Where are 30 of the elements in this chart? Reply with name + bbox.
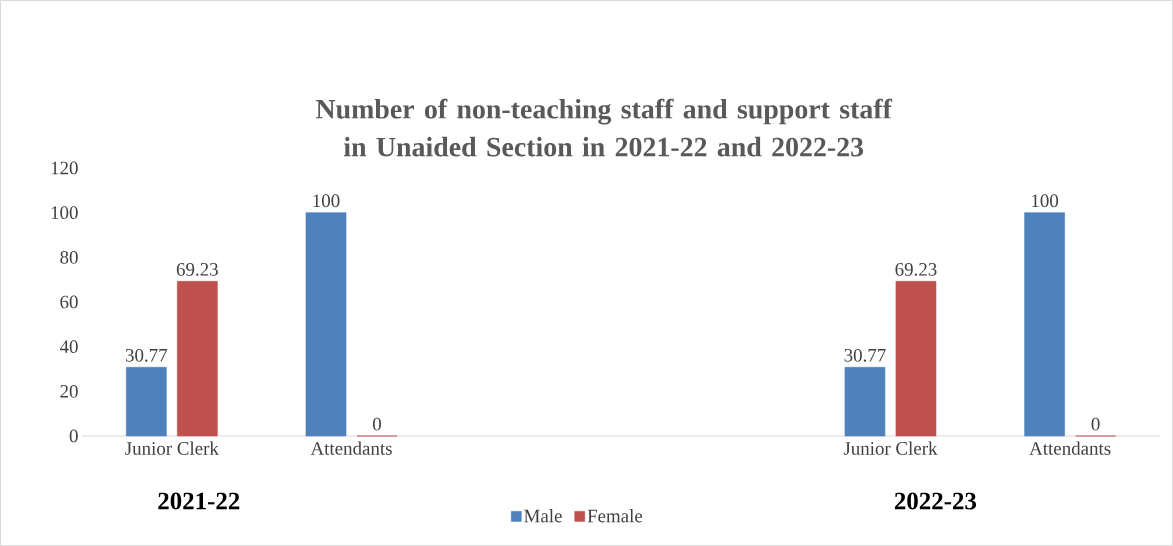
y-tick-label: 20 <box>60 384 78 398</box>
x-tick-label: Attendants <box>1029 441 1111 455</box>
data-label: 0 <box>1091 417 1100 431</box>
data-label: 30.77 <box>125 348 168 362</box>
y-tick-label: 80 <box>60 250 78 264</box>
chart-title: Number of non-teaching staff and support staff in Unaided Section in 2021-22 and 2022-23 <box>315 98 893 157</box>
data-label: 100 <box>1032 194 1059 208</box>
data-label: 30.77 <box>844 348 886 362</box>
y-tick-label: 40 <box>59 340 78 354</box>
x-tick-label: Junior Clerk <box>125 441 219 455</box>
data-label: 69.23 <box>176 263 218 276</box>
bar <box>126 366 167 437</box>
x-tick-label: Attendants <box>310 441 392 455</box>
bar <box>844 366 886 437</box>
bar <box>177 281 218 437</box>
bar <box>305 212 347 437</box>
bar <box>895 281 937 437</box>
bar <box>1024 212 1065 437</box>
text: 2022-23 <box>894 492 977 510</box>
y-tick-label: 0 <box>69 429 78 443</box>
data-label: 100 <box>313 194 340 208</box>
data-label: 0 <box>372 417 381 431</box>
text: 2021-22 <box>158 492 240 510</box>
legend-label: Female <box>587 509 643 523</box>
x-tick-label: Junior Clerk <box>843 441 938 455</box>
y-tick-label: 100 <box>51 206 78 220</box>
legend-label: Male <box>524 509 562 523</box>
data-label: 69.23 <box>895 263 937 276</box>
y-tick-label: 60 <box>60 295 78 309</box>
y-tick-label: 120 <box>51 161 78 175</box>
